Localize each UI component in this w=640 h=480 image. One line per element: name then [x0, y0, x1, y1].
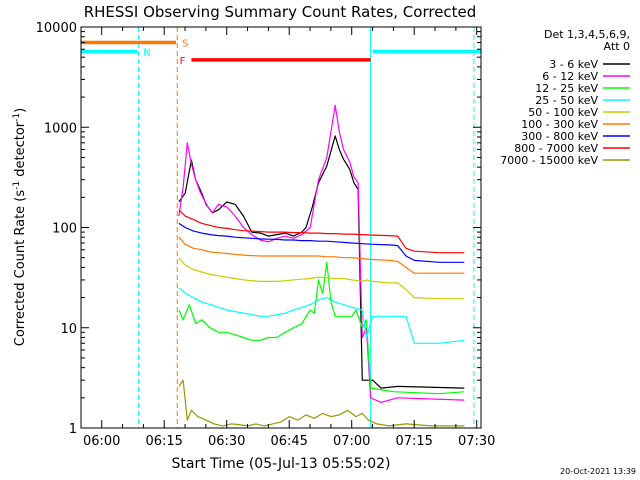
- x-tick-label: 06:00: [83, 434, 120, 449]
- plot-area: S N F: [81, 27, 481, 428]
- x-tick-label: 07:15: [395, 434, 432, 449]
- legend-label-8: 7000 - 15000 keV: [500, 154, 598, 167]
- y-tick-label: 1: [69, 422, 77, 437]
- y-axis-label-mid: detector: [13, 121, 28, 181]
- series-line-7: [178, 209, 465, 254]
- legend-label-4: 50 - 100 keV: [528, 106, 598, 119]
- axis-ticks: 1 10 100 1000 10000 06:00 06:15 06:30 06:45 07:00…: [36, 21, 496, 449]
- x-tick-label: 06:45: [270, 434, 307, 449]
- legend-header-line2: Att 0: [604, 40, 630, 53]
- y-axis-label-main: Corrected Count Rate (s: [13, 190, 28, 347]
- flag-label-S: S: [182, 39, 188, 50]
- x-axis-label: Start Time (05-Jul-13 05:55:02): [171, 456, 390, 472]
- series-line-4: [178, 257, 465, 300]
- series-line-6: [178, 222, 465, 263]
- x-tick-label: 07:00: [333, 434, 370, 449]
- x-tick-label: 06:30: [208, 434, 245, 449]
- y-axis-label-tail: ): [13, 108, 28, 113]
- footer-date: 20-Oct-2021 13:39: [560, 467, 636, 476]
- chart-title: RHESSI Observing Summary Count Rates, Co…: [84, 3, 477, 21]
- legend-label-7: 800 - 7000 keV: [514, 142, 598, 155]
- legend-label-1: 6 - 12 keV: [542, 70, 598, 83]
- legend-label-0: 3 - 6 keV: [549, 58, 598, 71]
- y-tick-label: 10000: [36, 21, 77, 36]
- legend-label-2: 12 - 25 keV: [535, 82, 598, 95]
- y-tick-label: 1000: [44, 121, 77, 136]
- legend-label-5: 100 - 300 keV: [521, 118, 598, 131]
- series-line-2: [178, 261, 465, 395]
- legend-header-line1: Det 1,3,4,5,6,9,: [544, 28, 630, 41]
- y-tick-label: 10: [60, 322, 77, 337]
- flag-label-F: F: [180, 56, 186, 67]
- y-axis-label-sup2: -1: [12, 113, 22, 122]
- legend-label-6: 300 - 800 keV: [521, 130, 598, 143]
- series-line-3: [178, 287, 465, 344]
- series-line-8: [178, 379, 465, 427]
- legend-label-3: 25 - 50 keV: [535, 94, 598, 107]
- flag-label-N: N: [143, 47, 150, 58]
- x-tick-label: 06:15: [145, 434, 182, 449]
- series-line-5: [178, 236, 465, 274]
- y-axis-label: Corrected Count Rate (s-1 detector-1): [12, 108, 28, 346]
- y-tick-label: 100: [52, 222, 77, 237]
- x-tick-label: 07:30: [458, 434, 495, 449]
- y-axis-label-sup: -1: [12, 181, 22, 190]
